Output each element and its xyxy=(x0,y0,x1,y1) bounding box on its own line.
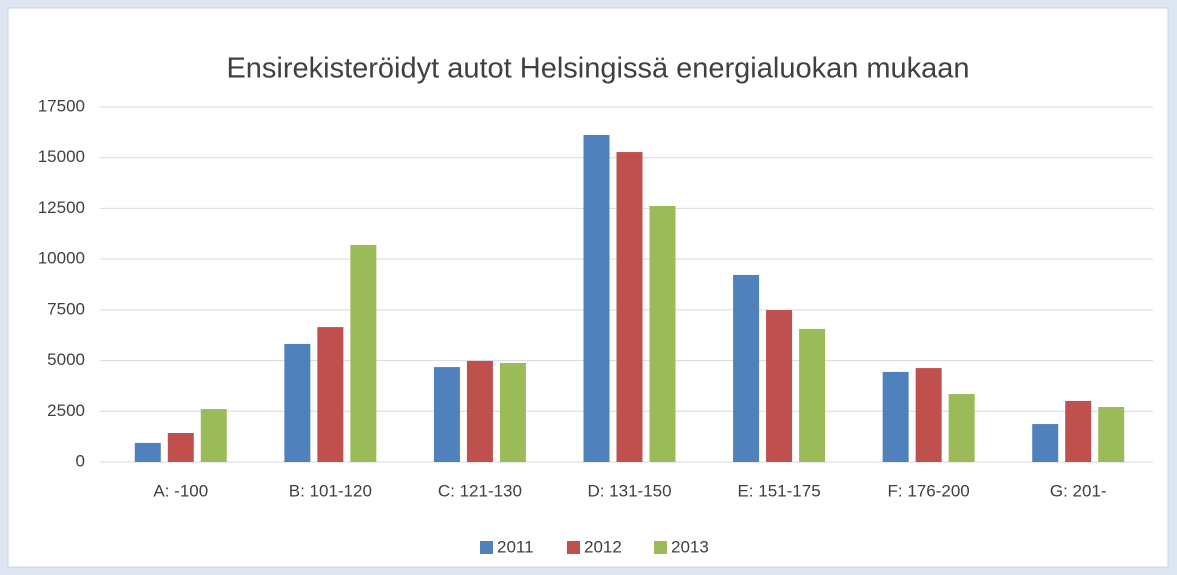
bar xyxy=(882,371,909,462)
x-tick-label: D: 131-150 xyxy=(587,481,671,500)
bar xyxy=(915,368,942,462)
x-tick-label: A: -100 xyxy=(153,481,208,500)
y-tick-label: 15000 xyxy=(38,147,85,166)
y-tick-label: 7500 xyxy=(47,299,85,318)
y-tick-label: 12500 xyxy=(38,198,85,217)
x-tick-label: C: 121-130 xyxy=(438,481,522,500)
bar xyxy=(167,432,194,462)
bar xyxy=(616,152,643,462)
legend-swatch xyxy=(654,541,667,554)
legend-label: 2011 xyxy=(497,537,534,556)
y-tick-label: 10000 xyxy=(38,249,85,268)
legend-swatch xyxy=(567,541,580,554)
bar xyxy=(466,360,493,462)
bar xyxy=(317,327,344,462)
legend-swatch xyxy=(480,541,493,554)
bar xyxy=(1032,424,1059,462)
legend-label: 2013 xyxy=(671,537,709,556)
bar xyxy=(1065,400,1092,462)
bar xyxy=(433,367,460,462)
y-tick-label: 0 xyxy=(76,451,85,470)
bar xyxy=(350,244,377,462)
x-tick-label: G: 201- xyxy=(1050,481,1107,500)
bar xyxy=(583,134,610,462)
x-tick-label: F: 176-200 xyxy=(888,481,970,500)
bar xyxy=(948,394,975,462)
bar xyxy=(200,409,227,462)
chart-title: Ensirekisteröidyt autot Helsingissä ener… xyxy=(226,53,969,85)
bar xyxy=(499,363,526,462)
bar xyxy=(733,274,760,462)
bar xyxy=(766,310,793,462)
x-tick-label: E: 151-175 xyxy=(737,481,820,500)
bar xyxy=(649,205,676,462)
bar xyxy=(284,343,311,462)
bar xyxy=(1098,407,1125,462)
bar xyxy=(799,328,826,462)
y-tick-label: 17500 xyxy=(38,96,85,115)
y-tick-label: 5000 xyxy=(47,350,85,369)
legend-label: 2012 xyxy=(584,537,622,556)
x-tick-label: B: 101-120 xyxy=(289,481,372,500)
y-tick-label: 2500 xyxy=(47,401,85,420)
bar xyxy=(134,442,161,462)
